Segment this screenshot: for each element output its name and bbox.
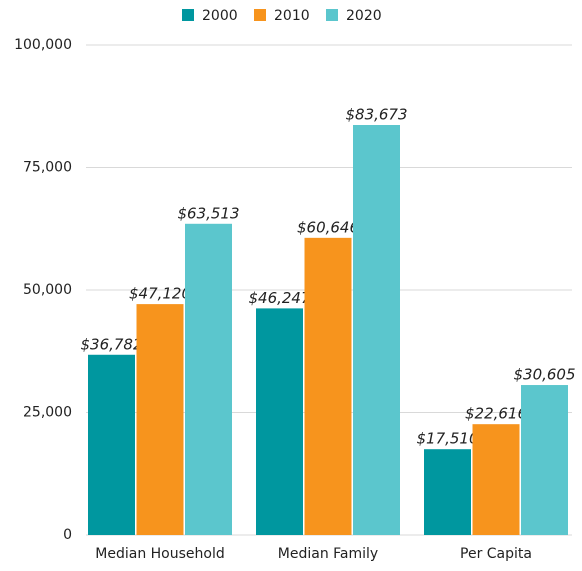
y-tick-label: 50,000 [23,282,72,298]
legend-swatch [254,9,266,21]
legend-swatch [326,9,338,21]
bar [304,237,352,535]
bar [88,354,135,535]
x-tick-label: Per Capita [460,546,532,562]
value-label: $47,120 [129,285,191,303]
value-label: $17,510 [416,430,478,448]
bar [521,385,568,535]
value-label: $30,605 [513,366,575,384]
value-label: $60,646 [297,218,359,236]
bar [353,125,400,536]
x-tick-label: Median Family [278,546,378,562]
bar [136,304,184,535]
value-label: $22,616 [465,405,527,423]
bar [472,424,520,535]
legend-label: 2000 [202,8,238,24]
bar [256,308,303,535]
legend-swatch [182,9,194,21]
y-tick-label: 0 [63,527,72,543]
x-tick-label: Median Household [95,546,224,562]
bar [424,449,471,535]
y-tick-label: 25,000 [23,405,72,421]
value-label: $46,247 [248,289,310,307]
value-label: $36,782 [80,335,142,353]
y-tick-label: 100,000 [14,37,72,53]
value-label: $63,513 [177,204,239,222]
bar [185,223,232,535]
legend-label: 2010 [274,8,310,24]
y-tick-label: 75,000 [23,160,72,176]
value-label: $83,673 [345,106,407,124]
legend-label: 2020 [346,8,382,24]
